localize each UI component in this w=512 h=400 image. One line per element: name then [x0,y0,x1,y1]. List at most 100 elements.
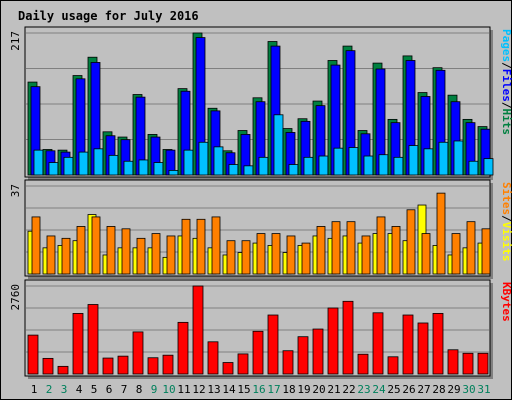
bar-pages-day-9 [153,162,164,176]
bar-pages-day-29 [453,140,464,176]
bar-sites-day-14 [226,240,236,275]
bar-sites-day-25 [391,226,401,275]
bar-pages-day-10 [168,170,179,176]
legend-part: Hits [500,109,512,136]
bar-sites-day-8 [136,237,146,275]
bar-kbytes-day-14 [222,362,234,375]
bar-pages-day-23 [363,155,374,176]
bar-pages-day-6 [108,154,119,176]
legend-part: Sites [500,182,512,215]
bar-sites-day-13 [211,216,221,275]
bar-sites-day-18 [286,235,296,275]
bar-sites-day-22 [346,221,356,275]
bar-kbytes-day-2 [42,357,54,375]
x-tick-label-day-29: 29 [447,383,460,396]
bar-kbytes-day-31 [477,352,489,375]
legend-part: Visits [500,222,512,262]
x-tick-label-day-10: 10 [162,383,175,396]
panel-max-label: 217 [9,31,22,51]
x-tick-label-day-22: 22 [342,383,355,396]
bar-sites-day-23 [361,235,371,275]
panel-max-label: 2760 [9,284,22,311]
legend-part: Pages [500,29,512,62]
panel-max-label: 37 [9,184,22,197]
x-tick-label-day-14: 14 [222,383,236,396]
x-tick-label-day-6: 6 [106,383,113,396]
x-axis-labels: 1 2 3 4 5 6 7 8 9 10 11 12 13 14 15 16 17 18 19 20 21 22 23 24 2… [31,383,491,396]
bar-kbytes-day-26 [402,314,414,375]
x-tick-label-day-25: 25 [387,383,400,396]
bar-pages-day-17 [273,114,284,176]
bar-kbytes-day-16 [252,330,264,375]
bar-kbytes-day-3 [57,365,69,375]
bar-pages-day-7 [123,160,134,176]
bar-kbytes-day-27 [417,322,429,375]
bar-kbytes-day-4 [72,313,84,375]
bar-pages-day-4 [78,151,89,176]
bar-kbytes-day-8 [132,331,144,375]
x-tick-label-day-27: 27 [417,383,430,396]
bar-kbytes-day-24 [372,312,384,375]
bar-sites-day-11 [181,218,191,275]
bar-pages-day-13 [213,146,224,176]
bar-kbytes-day-28 [432,313,444,375]
x-tick-label-day-26: 26 [402,383,415,396]
bar-kbytes-day-10 [162,354,174,375]
bar-sites-day-26 [406,209,416,275]
bar-kbytes-day-17 [267,314,279,375]
x-tick-label-day-2: 2 [46,383,53,396]
legend-part: / [500,102,512,109]
bar-pages-day-11 [183,149,194,176]
bar-pages-day-18 [288,164,299,176]
bar-sites-day-27 [421,233,431,275]
bar-kbytes-day-7 [117,355,129,375]
bar-pages-day-24 [378,154,389,176]
panel-visits_sites: 37 Sites/Visits [9,179,512,279]
bar-pages-day-16 [258,156,269,176]
bar-sites-day-4 [76,226,86,275]
bar-pages-day-19 [303,156,314,176]
bar-kbytes-day-25 [387,356,399,375]
bar-pages-day-26 [408,145,419,176]
bar-pages-day-12 [198,141,209,176]
bar-pages-day-5 [93,148,104,176]
x-tick-label-day-3: 3 [61,383,68,396]
x-tick-label-day-5: 5 [91,383,98,396]
bar-sites-day-31 [481,228,491,275]
bar-kbytes-day-12 [192,285,204,375]
x-tick-label-day-30: 30 [462,383,475,396]
panel-pages_files_hits: 217 Pages/Files/Hits [9,26,512,180]
x-tick-label-day-23: 23 [357,383,370,396]
x-tick-label-day-24: 24 [372,383,386,396]
legend-visits_sites: Sites/Visits [500,182,512,262]
bar-kbytes-day-21 [327,307,339,375]
bar-kbytes-day-18 [282,350,294,375]
bar-pages-day-22 [348,147,359,176]
x-tick-label-day-17: 17 [267,383,280,396]
bar-sites-day-9 [151,233,161,275]
legend-pages_files_hits: Pages/Files/Hits [500,29,512,135]
legend-part: KBytes [500,282,512,322]
bar-sites-day-10 [166,235,176,275]
bar-sites-day-6 [106,226,116,275]
x-tick-label-day-19: 19 [297,383,310,396]
bar-pages-day-14 [228,164,239,176]
x-tick-label-day-7: 7 [121,383,128,396]
x-tick-label-day-28: 28 [432,383,445,396]
x-tick-label-day-18: 18 [282,383,295,396]
bar-pages-day-8 [138,159,149,176]
bar-kbytes-day-9 [147,357,159,375]
x-tick-label-day-11: 11 [177,383,190,396]
legend-kbytes: KBytes [500,282,512,322]
x-tick-label-day-12: 12 [192,383,205,396]
bar-sites-day-24 [376,216,386,275]
x-tick-label-day-4: 4 [76,383,83,396]
bar-pages-day-15 [243,165,254,176]
bar-pages-day-27 [423,148,434,176]
x-tick-label-day-21: 21 [327,383,340,396]
bar-sites-day-17 [271,233,281,275]
x-tick-label-day-13: 13 [207,383,220,396]
bar-kbytes-day-5 [87,304,99,375]
bar-kbytes-day-19 [297,336,309,375]
